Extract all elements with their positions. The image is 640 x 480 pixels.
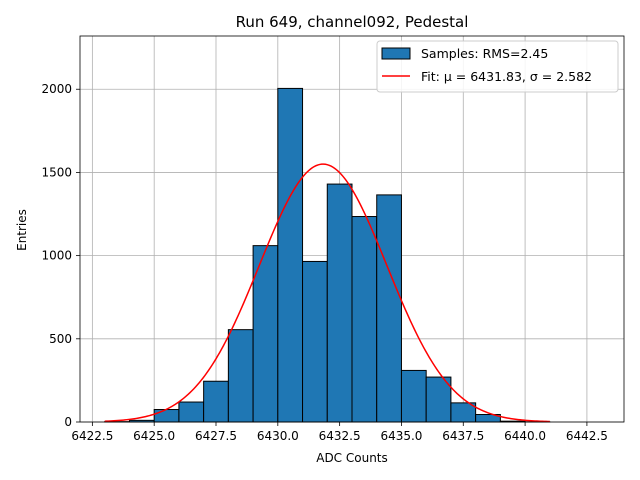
legend-box <box>376 40 619 93</box>
y-tick-label: 1500 <box>41 165 72 179</box>
y-axis-ticks: 0 500 1000 1500 2000 <box>41 82 80 429</box>
x-axis-label: ADC Counts <box>316 451 388 465</box>
histogram-bar-3 <box>178 401 205 423</box>
histogram-bar-11 <box>376 194 402 423</box>
histogram-bar-12 <box>400 369 427 423</box>
x-tick-label: 6430.0 <box>257 429 299 443</box>
legend-entry-fit: Fit: μ = 6431.83, σ = 2.582 <box>421 69 592 84</box>
histogram-bar-8 <box>302 260 328 423</box>
y-tick-label: 500 <box>49 332 72 346</box>
x-tick-label: 6425.0 <box>133 429 175 443</box>
axes-frame <box>79 35 625 423</box>
x-tick-label: 6435.0 <box>380 429 422 443</box>
histogram-bar-2 <box>153 409 180 423</box>
legend-entry-samples: Samples: RMS=2.45 <box>421 46 548 61</box>
y-axis-label: Entries <box>15 209 29 251</box>
legend: Samples: RMS=2.45 Fit: μ = 6431.83, σ = … <box>376 40 619 93</box>
histogram-bar-10 <box>351 216 378 423</box>
x-tick-label: 6427.5 <box>195 429 237 443</box>
histogram-bar-5 <box>227 329 254 423</box>
x-axis-ticks: 6422.5 6425.0 6427.5 6430.0 6432.5 6435.0 6437… <box>71 422 608 443</box>
y-tick-label: 2000 <box>41 82 72 96</box>
x-tick-label: 6437.5 <box>442 429 484 443</box>
y-tick-label: 0 <box>64 415 72 429</box>
y-tick-label: 1000 <box>41 249 72 263</box>
histogram-bar-9 <box>326 183 353 423</box>
histogram-bar-13 <box>425 376 452 423</box>
histogram-bar-6 <box>252 245 279 423</box>
histogram-bar-7 <box>277 87 304 423</box>
x-tick-label: 6422.5 <box>71 429 113 443</box>
legend-bar-swatch <box>381 47 411 60</box>
gaussian-fit-curve <box>104 163 550 423</box>
x-tick-label: 6440.0 <box>504 429 546 443</box>
chart-title: Run 649, channel092, Pedestal <box>236 13 469 31</box>
x-tick-label: 6442.5 <box>566 429 608 443</box>
histogram-bar-4 <box>203 380 229 423</box>
x-tick-label: 6432.5 <box>319 429 361 443</box>
